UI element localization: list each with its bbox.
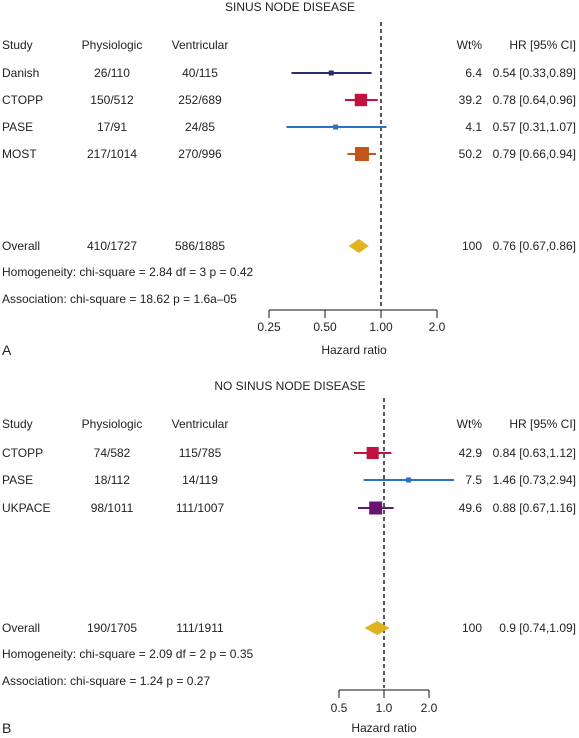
panel-a: SINUS NODE DISEASE Study Physiologic Ven…: [2, 0, 576, 358]
panel-b-x-tick-label: 1.0: [376, 701, 393, 715]
overall-hr-ci: 0.76 [0.67,0.86]: [493, 239, 576, 253]
panel-a-header-weight: Wt%: [457, 38, 483, 52]
physiologic-events: 17/91: [97, 120, 127, 134]
overall-label: Overall: [2, 239, 40, 253]
study-hr-ci: 0.84 [0.63,1.12]: [493, 446, 576, 460]
study-name: UKPACE: [2, 501, 50, 515]
panel-a-header-hr: HR [95% CI]: [509, 38, 576, 52]
panel-b-study-ukpace: UKPACE 98/1011 111/1007 49.6 0.88 [0.67,…: [2, 501, 576, 515]
ventricular-events: 111/1007: [176, 501, 225, 515]
panel-a-study-pase: PASE 17/91 24/85 4.1 0.57 [0.31,1.07]: [2, 120, 576, 134]
ventricular-events: 24/85: [185, 120, 215, 134]
panel-a-x-tick-label: 0.50: [313, 320, 337, 334]
panel-a-overall-diamond: [348, 239, 369, 253]
panel-a-study-ctopp: CTOPP 150/512 252/689 39.2 0.78 [0.64,0.…: [2, 93, 576, 107]
study-hr-ci: 0.57 [0.31,1.07]: [493, 120, 576, 134]
overall-weight: 100: [462, 621, 482, 635]
study-name: Danish: [2, 66, 39, 80]
physiologic-events: 150/512: [90, 93, 134, 107]
panel-b-column-headers: Study Physiologic Ventricular Wt% HR [95…: [2, 417, 576, 431]
study-weight: 39.2: [459, 93, 483, 107]
panel-b-study-ctopp: CTOPP 74/582 115/785 42.9 0.84 [0.63,1.1…: [2, 446, 576, 460]
overall-ventricular: 586/1885: [175, 239, 225, 253]
panel-a-x-tick-label: 2.0: [429, 320, 446, 334]
panel-b-point-estimate-ukpace: [369, 501, 383, 515]
panel-a-overall-row: Overall 410/1727 586/1885 100 0.76 [0.67…: [2, 239, 576, 253]
panel-b-study-pase: PASE 18/112 14/119 7.5 1.46 [0.73,2.94]: [2, 473, 576, 487]
panel-a-plot-area: 0.25 0.50 1.00 2.0: [257, 22, 446, 334]
study-name: CTOPP: [2, 446, 43, 460]
ventricular-events: 40/115: [182, 66, 218, 80]
panel-b-point-estimate-pase: [406, 477, 412, 483]
overall-physiologic: 410/1727: [87, 239, 137, 253]
panel-b-x-tick-label: 0.5: [331, 701, 348, 715]
physiologic-events: 74/582: [94, 446, 131, 460]
panel-a-title: SINUS NODE DISEASE: [225, 0, 355, 14]
panel-a-header-study: Study: [2, 38, 33, 52]
panel-a-xlabel: Hazard ratio: [321, 343, 387, 357]
panel-a-header-ventricular: Ventricular: [172, 38, 229, 52]
study-weight: 50.2: [459, 147, 483, 161]
study-name: MOST: [2, 147, 37, 161]
study-weight: 6.4: [465, 66, 482, 80]
panel-a-label: A: [2, 342, 12, 358]
study-name: PASE: [2, 120, 33, 134]
panel-b-title: NO SINUS NODE DISEASE: [214, 379, 365, 393]
study-name: CTOPP: [2, 93, 43, 107]
panel-b-xlabel: Hazard ratio: [351, 721, 417, 735]
overall-label: Overall: [2, 621, 40, 635]
study-hr-ci: 0.54 [0.33,0.89]: [493, 66, 576, 80]
panel-b-header-weight: Wt%: [457, 417, 483, 431]
panel-a-x-tick-label: 0.25: [257, 320, 281, 334]
panel-b: NO SINUS NODE DISEASE Study Physiologic …: [2, 379, 576, 736]
study-hr-ci: 0.78 [0.64,0.96]: [493, 93, 576, 107]
panel-b-overall-diamond: [364, 621, 390, 635]
ventricular-events: 14/119: [182, 473, 218, 487]
study-hr-ci: 1.46 [0.73,2.94]: [493, 473, 576, 487]
study-weight: 7.5: [465, 473, 482, 487]
ventricular-events: 115/785: [179, 446, 222, 460]
panel-a-study-most: MOST 217/1014 270/996 50.2 0.79 [0.66,0.…: [2, 147, 576, 161]
panel-a-association: Association: chi-square = 18.62 p = 1.6a…: [2, 292, 237, 306]
overall-ventricular: 111/1911: [176, 621, 224, 635]
ventricular-events: 252/689: [178, 93, 222, 107]
panel-b-header-physiologic: Physiologic: [82, 417, 143, 431]
overall-hr-ci: 0.9 [0.74,1.09]: [499, 621, 576, 635]
study-hr-ci: 0.88 [0.67,1.16]: [493, 501, 576, 515]
panel-b-homogeneity: Homogeneity: chi-square = 2.09 df = 2 p …: [2, 647, 253, 661]
panel-a-point-estimate-pase: [333, 124, 339, 130]
panel-a-point-estimate-danish: [328, 70, 334, 76]
physiologic-events: 217/1014: [87, 147, 137, 161]
overall-physiologic: 190/1705: [87, 621, 137, 635]
study-weight: 4.1: [465, 120, 482, 134]
panel-b-header-ventricular: Ventricular: [172, 417, 229, 431]
panel-a-homogeneity: Homogeneity: chi-square = 2.84 df = 3 p …: [2, 265, 253, 279]
panel-a-study-danish: Danish 26/110 40/115 6.4 0.54 [0.33,0.89…: [2, 66, 576, 80]
panel-a-header-physiologic: Physiologic: [82, 38, 143, 52]
panel-a-x-tick-label: 1.00: [369, 320, 393, 334]
study-weight: 49.6: [459, 501, 483, 515]
panel-b-point-estimate-ctopp: [366, 446, 379, 460]
study-hr-ci: 0.79 [0.66,0.94]: [493, 147, 576, 161]
panel-a-column-headers: Study Physiologic Ventricular Wt% HR [95…: [2, 38, 576, 52]
panel-b-overall-row: Overall 190/1705 111/1911 100 0.9 [0.74,…: [2, 621, 576, 635]
physiologic-events: 98/1011: [91, 501, 134, 515]
study-weight: 42.9: [459, 446, 483, 460]
panel-a-point-estimate-ctopp: [354, 93, 368, 107]
panel-b-association: Association: chi-square = 1.24 p = 0.27: [2, 674, 210, 688]
physiologic-events: 18/112: [94, 473, 130, 487]
ventricular-events: 270/996: [178, 147, 222, 161]
physiologic-events: 26/110: [94, 66, 130, 80]
panel-b-header-study: Study: [2, 417, 33, 431]
overall-weight: 100: [462, 239, 482, 253]
panel-b-header-hr: HR [95% CI]: [509, 417, 576, 431]
panel-a-point-estimate-most: [354, 147, 369, 161]
panel-b-label: B: [2, 720, 11, 736]
study-name: PASE: [2, 473, 33, 487]
panel-b-plot-area: 0.5 1.0 2.0: [331, 398, 455, 715]
panel-b-x-tick-label: 2.0: [421, 701, 438, 715]
